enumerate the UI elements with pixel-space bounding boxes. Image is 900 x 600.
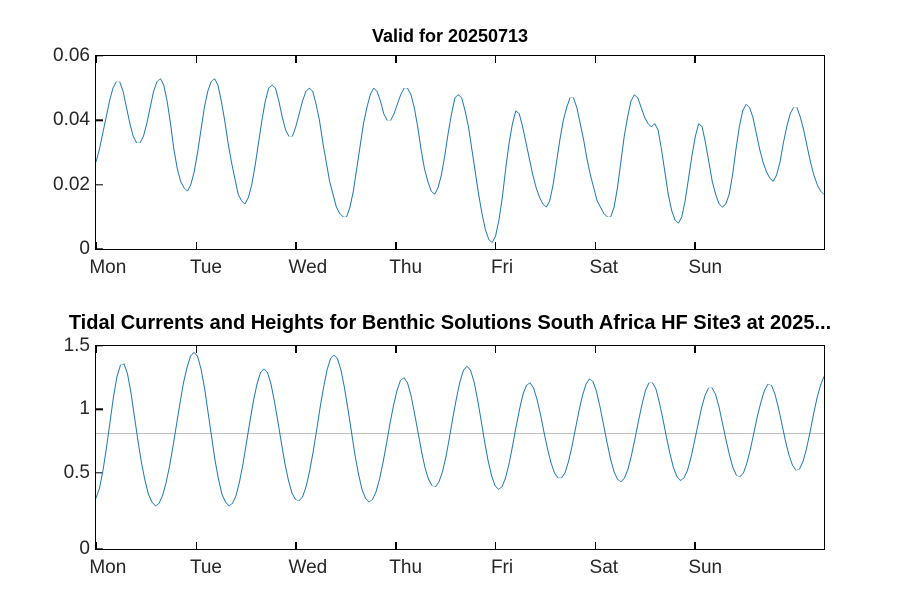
bottom-chart-title: Tidal Currents and Heights for Benthic S… <box>0 312 900 335</box>
bottom-xtick-fri: Fri <box>491 557 513 579</box>
top-xtick-fri: Fri <box>491 257 513 279</box>
bottom-chart-line[interactable] <box>96 346 824 549</box>
top-xtick-sun: Sun <box>688 257 722 279</box>
chart-figure: Valid for 20250713 Surface tidal current… <box>0 0 900 600</box>
top-subplot: Valid for 20250713 Surface tidal current… <box>0 0 900 300</box>
bottom-chart-axes[interactable]: 1.5 1 0.5 0 Mon Tue Wed Thu Fri Sat Sun <box>95 345 825 550</box>
bottom-ytick-1: 1 <box>79 398 90 420</box>
top-ytick-006: 0.06 <box>53 45 90 67</box>
bottom-xtick-sat: Sat <box>590 557 619 579</box>
top-xtick-thu: Thu <box>389 257 422 279</box>
bottom-ytick-15: 1.5 <box>64 335 90 357</box>
tidal-height-series <box>96 352 824 506</box>
top-xtick-tue: Tue <box>190 257 222 279</box>
top-xtick-sat: Sat <box>590 257 619 279</box>
bottom-xtick-mon: Mon <box>89 557 126 579</box>
top-chart-line[interactable] <box>96 56 824 249</box>
top-xtick-wed: Wed <box>288 257 327 279</box>
bottom-xtick-wed: Wed <box>288 557 327 579</box>
bottom-xtick-thu: Thu <box>389 557 422 579</box>
bottom-subplot: Tidal Currents and Heights for Benthic S… <box>0 300 900 600</box>
bottom-xtick-tue: Tue <box>190 557 222 579</box>
bottom-xtick-sun: Sun <box>688 557 722 579</box>
top-chart-title: Valid for 20250713 <box>0 26 900 47</box>
top-ytick-002: 0.02 <box>53 174 90 196</box>
bottom-ytick-05: 0.5 <box>64 462 90 484</box>
top-chart-axes[interactable]: 0.06 0.04 0.02 0 Mon Tue Wed Thu Fri Sat… <box>95 55 825 250</box>
top-ytick-004: 0.04 <box>53 109 90 131</box>
current-speed-series <box>96 79 824 243</box>
top-xtick-mon: Mon <box>89 257 126 279</box>
